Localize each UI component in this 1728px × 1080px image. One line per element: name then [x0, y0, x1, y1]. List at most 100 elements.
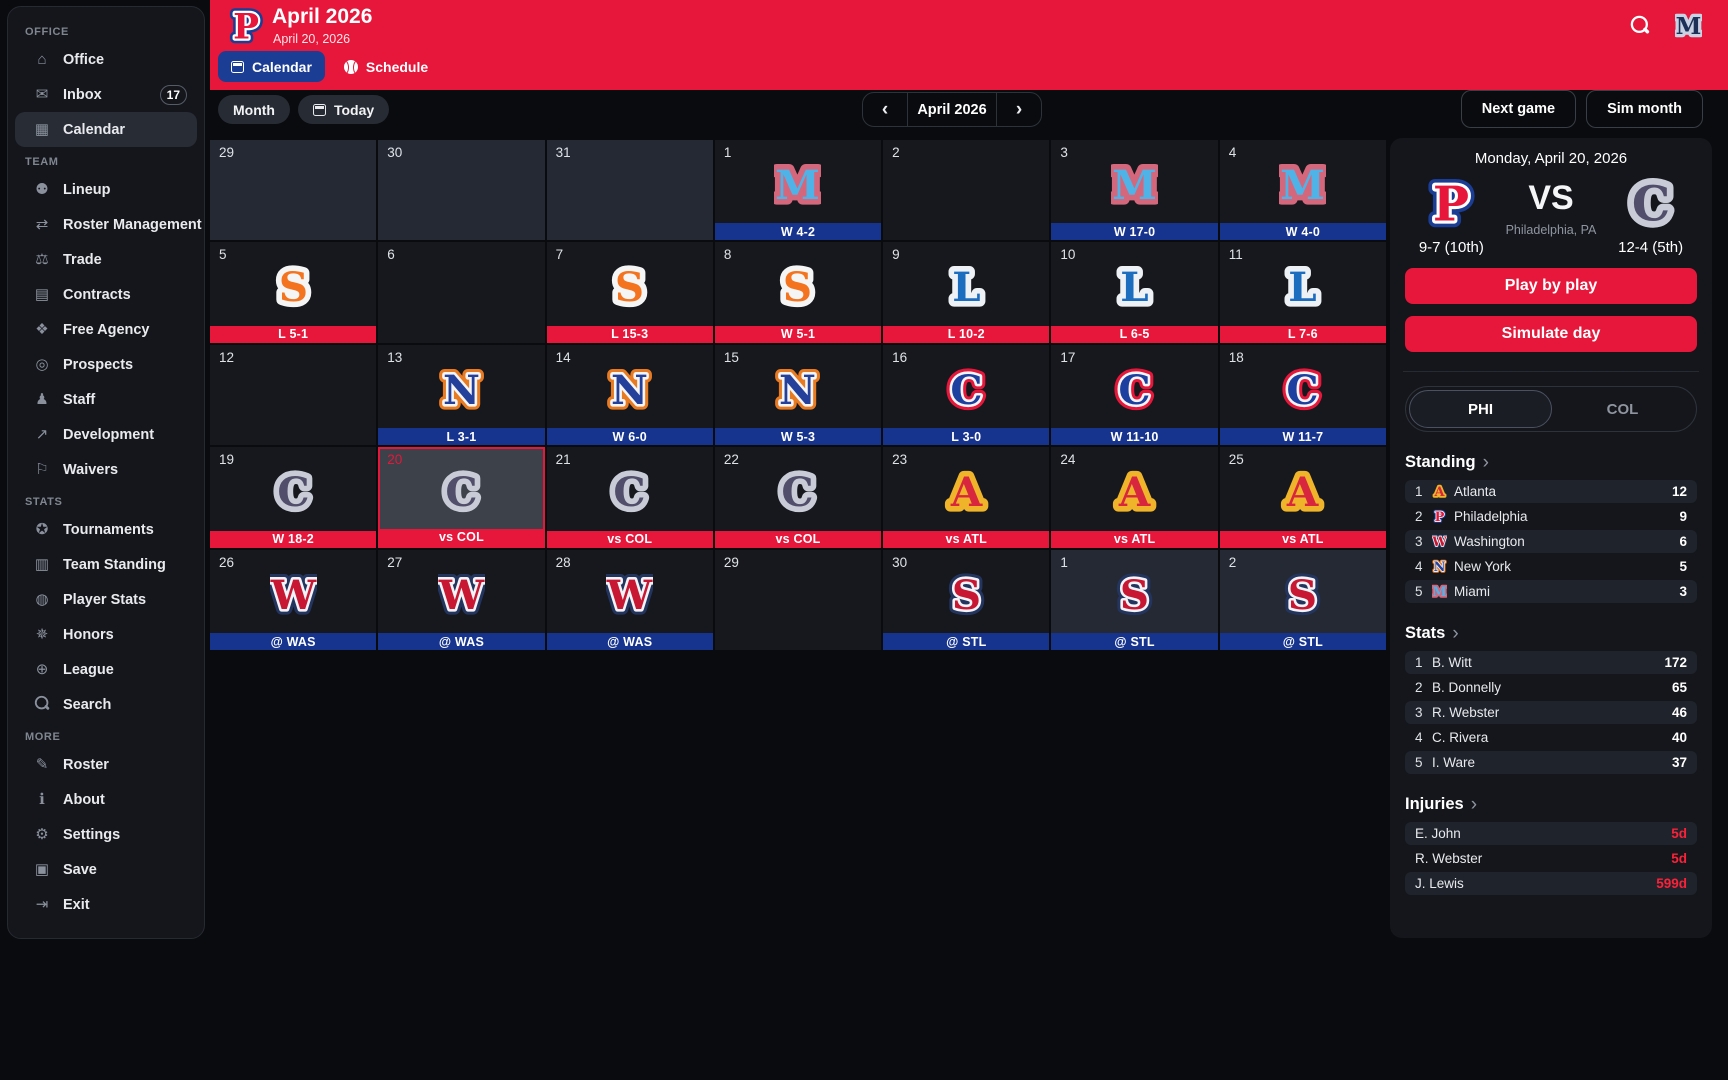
sidebar-item-settings[interactable]: ⚙ Settings	[15, 817, 197, 852]
injuries-section-header[interactable]: Injuries ›	[1405, 795, 1697, 814]
calendar-cell-day-13[interactable]: 13 N N N L 3-1	[378, 344, 545, 446]
calendar-cell-day-18[interactable]: 18 C C C W 11-7	[1219, 344, 1386, 446]
calendar-cell-day-20[interactable]: 20 C C C vs COL	[378, 447, 545, 548]
sidebar-item-roster[interactable]: ✎ Roster	[15, 747, 197, 782]
sidebar-item-contracts[interactable]: ▤ Contracts	[15, 277, 197, 312]
calendar-cell-day-15[interactable]: 15 N N N W 5-3	[714, 344, 882, 446]
simulate-day-button[interactable]: Simulate day	[1405, 316, 1697, 352]
sidebar-item-roster-management[interactable]: ⇄ Roster Management	[15, 207, 202, 242]
svg-text:L: L	[1120, 263, 1148, 310]
month-nav-label: April 2026	[907, 93, 997, 126]
svg-text:S: S	[783, 263, 812, 310]
calendar-cell-day-25[interactable]: 25 A A A vs ATL	[1219, 447, 1386, 548]
calendar-cell-day-21[interactable]: 21 C C C vs COL	[546, 447, 713, 548]
team-logo-col: CCC	[776, 468, 819, 515]
month-view-button[interactable]: Month	[218, 95, 290, 124]
calendar-cell-day-10[interactable]: 10 L L L L 6-5	[1051, 242, 1218, 343]
search-icon[interactable]	[1630, 15, 1651, 36]
sidebar-item-league[interactable]: ⊕ League	[15, 652, 197, 687]
calendar-cell-day-24[interactable]: 24 A A A vs ATL	[1051, 447, 1218, 548]
calendar-cell-day-30-adjacent[interactable]: 30	[378, 140, 545, 241]
calendar-cell-day-28[interactable]: 28 W W W @ WAS	[546, 549, 713, 650]
calendar-cell-day-29-adjacent[interactable]: 29	[210, 140, 377, 241]
sidebar-item-tournaments[interactable]: ✪ Tournaments	[15, 512, 197, 547]
calendar-cell-day-31-adjacent[interactable]: 31	[546, 140, 713, 241]
calendar-cell-day-23[interactable]: 23 A A A vs ATL	[883, 447, 1050, 548]
calendar-cell-day-26[interactable]: 26 W W W @ WAS	[210, 549, 377, 650]
calendar-cell-day-19[interactable]: 19 C C C W 18-2	[210, 447, 377, 548]
calendar-cell-day-30[interactable]: 30 S S S @ STL	[883, 549, 1050, 650]
sidebar-item-waivers[interactable]: ⚐ Waivers	[15, 452, 197, 487]
calendar-cell-day-17[interactable]: 17 C C C W 11-10	[1051, 344, 1218, 446]
sidebar-item-inbox[interactable]: ✉ Inbox 17	[15, 77, 197, 112]
calendar-cell-day-16[interactable]: 16 C C C L 3-0	[883, 344, 1050, 446]
calendar-cell-day-11[interactable]: 11 L L L L 7-6	[1219, 242, 1386, 343]
sidebar-item-calendar[interactable]: ▦ Calendar	[15, 112, 197, 147]
save-icon: ▣	[34, 861, 50, 878]
sidebar-item-office[interactable]: ⌂ Office	[15, 42, 197, 77]
svg-text:C: C	[1631, 176, 1669, 231]
today-button[interactable]: Today	[297, 95, 390, 124]
calendar-cell-day-14[interactable]: 14 N N N W 6-0	[546, 344, 713, 446]
standing-section-header[interactable]: Standing ›	[1405, 453, 1697, 472]
sidebar-item-lineup[interactable]: ⚉ Lineup	[15, 172, 197, 207]
row-name: E. John	[1415, 826, 1461, 841]
play-by-play-button[interactable]: Play by play	[1405, 268, 1697, 304]
sidebar-item-about[interactable]: ℹ About	[15, 782, 197, 817]
sidebar-item-search[interactable]: Search	[15, 687, 197, 722]
svg-text:M: M	[1112, 161, 1157, 208]
svg-text:S: S	[279, 263, 308, 310]
sidebar-item-save[interactable]: ▣ Save	[15, 852, 197, 887]
calendar-cell-day-2-adjacent[interactable]: 2 S S S @ STL	[1219, 549, 1386, 650]
sim-month-button[interactable]: Sim month	[1586, 90, 1703, 128]
calendar-cell-day-27[interactable]: 27 W W W @ WAS	[378, 549, 545, 650]
contracts-icon: ▤	[34, 286, 50, 303]
svg-text:C: C	[277, 468, 309, 515]
next-game-button[interactable]: Next game	[1460, 90, 1577, 128]
sidebar-item-exit[interactable]: ⇥ Exit	[15, 887, 197, 922]
sidebar-item-staff[interactable]: ♟ Staff	[15, 382, 197, 417]
svg-text:N: N	[611, 366, 648, 413]
stats-section-header[interactable]: Stats ›	[1405, 624, 1697, 643]
calendar-cell-day-1-adjacent[interactable]: 1 S S S @ STL	[1051, 549, 1218, 650]
calendar-cell-day-2[interactable]: 2	[883, 140, 1050, 241]
row-name: Washington	[1454, 534, 1525, 549]
sidebar-item-team-standing[interactable]: ▥ Team Standing	[15, 547, 197, 582]
sidebar-item-honors[interactable]: ✵ Honors	[15, 617, 197, 652]
sidebar-item-trade[interactable]: ⚖ Trade	[15, 242, 197, 277]
header-tab-schedule[interactable]: Schedule	[331, 51, 441, 82]
sidebar-item-player-stats[interactable]: ◍ Player Stats	[15, 582, 197, 617]
header-tab-calendar[interactable]: Calendar	[218, 51, 325, 82]
team-logo-phi: PPP	[228, 6, 263, 46]
svg-text:N: N	[1434, 560, 1446, 574]
panel-tab-col[interactable]: COL	[1606, 400, 1639, 418]
sidebar-item-free-agency[interactable]: ❖ Free Agency	[15, 312, 197, 347]
svg-text:P: P	[233, 7, 259, 46]
prev-month-button[interactable]: ‹	[881, 98, 889, 120]
calendar-cell-day-6[interactable]: 6	[378, 242, 545, 343]
calendar-cell-day-22[interactable]: 22 C C C vs COL	[714, 447, 882, 548]
game-result-bar: W 11-7	[1219, 428, 1386, 446]
svg-text:S: S	[1288, 571, 1317, 618]
row-name: C. Rivera	[1432, 730, 1489, 745]
stats-row-4: 4 C. Rivera 40	[1405, 726, 1697, 749]
calendar-cell-day-29[interactable]: 29	[714, 549, 882, 650]
calendar-cell-day-12[interactable]: 12	[210, 344, 377, 446]
sidebar-item-development[interactable]: ↗ Development	[15, 417, 197, 452]
game-result-bar: @ WAS	[210, 633, 377, 650]
next-month-button[interactable]: ›	[1015, 98, 1023, 120]
panel-tab-phi[interactable]: PHI	[1409, 390, 1552, 428]
sidebar-item-prospects[interactable]: ◎ Prospects	[15, 347, 197, 382]
